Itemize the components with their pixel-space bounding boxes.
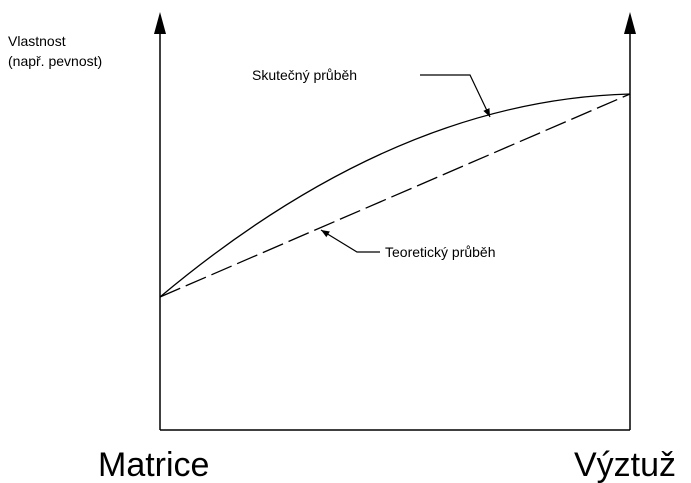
theoretical-leader bbox=[320, 229, 380, 253]
y-label: Vlastnost bbox=[8, 33, 66, 49]
actual-label: Skutečný průběh bbox=[252, 67, 357, 83]
theoretical-line bbox=[159, 93, 631, 298]
y-label: (např. pevnost) bbox=[8, 53, 102, 69]
right-arrow bbox=[624, 12, 636, 34]
right-end-label: Výztuž bbox=[574, 446, 676, 483]
theoretical-label: Teoretický průběh bbox=[385, 244, 496, 260]
actual-leader bbox=[420, 74, 491, 118]
left-end-label: Matrice bbox=[98, 446, 209, 483]
left-arrow bbox=[154, 12, 166, 34]
actual-curve bbox=[159, 93, 631, 298]
